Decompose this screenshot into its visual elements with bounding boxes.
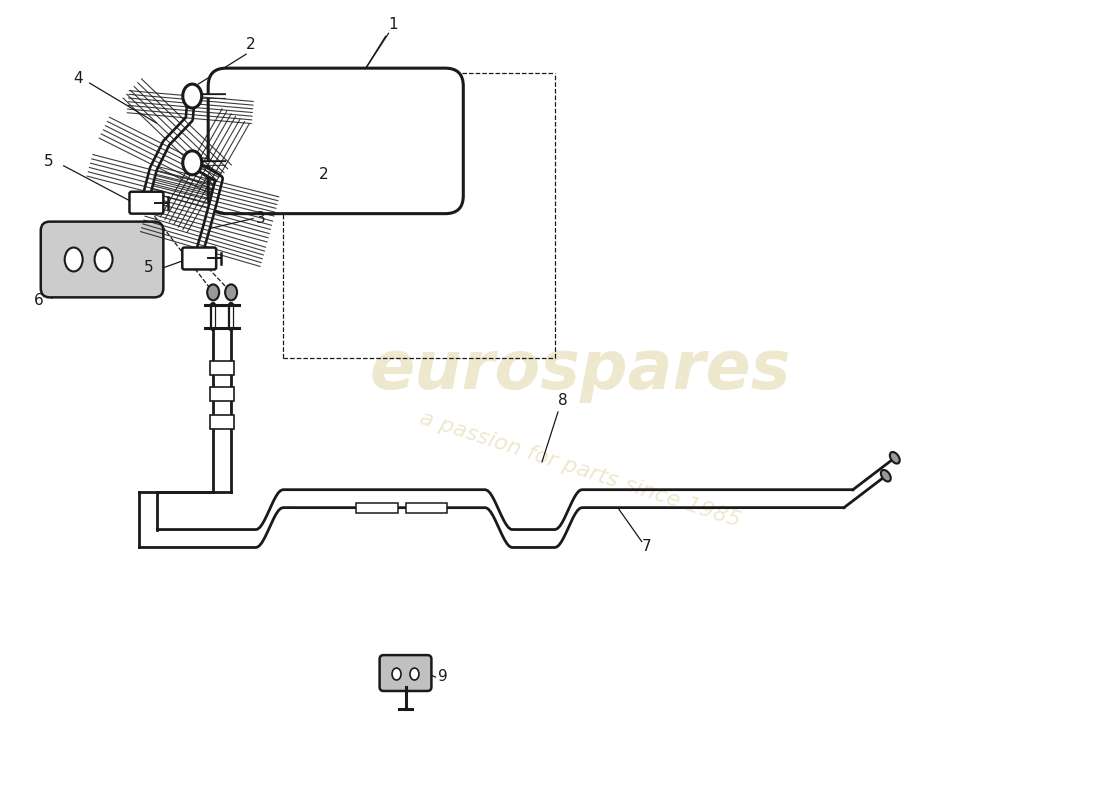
- Ellipse shape: [207, 285, 219, 300]
- Ellipse shape: [183, 151, 201, 174]
- Ellipse shape: [95, 247, 112, 271]
- Text: 2: 2: [319, 166, 329, 182]
- Text: 5: 5: [143, 261, 153, 275]
- Bar: [355, 502, 397, 513]
- Ellipse shape: [185, 87, 198, 105]
- FancyBboxPatch shape: [379, 655, 431, 691]
- Ellipse shape: [226, 285, 238, 300]
- Ellipse shape: [185, 154, 198, 172]
- Ellipse shape: [65, 247, 82, 271]
- Text: a passion for parts since 1985: a passion for parts since 1985: [417, 408, 742, 531]
- Text: 2: 2: [246, 38, 255, 52]
- FancyBboxPatch shape: [41, 222, 163, 298]
- Ellipse shape: [881, 470, 891, 482]
- Text: 4: 4: [74, 71, 84, 86]
- Bar: [406, 502, 448, 513]
- Ellipse shape: [183, 84, 201, 108]
- Text: 6: 6: [34, 294, 44, 308]
- Text: 5: 5: [44, 154, 54, 169]
- Ellipse shape: [890, 452, 900, 463]
- Text: 7: 7: [641, 539, 651, 554]
- Bar: [210, 387, 234, 401]
- Ellipse shape: [410, 668, 419, 680]
- FancyBboxPatch shape: [130, 192, 163, 214]
- Text: 8: 8: [558, 393, 568, 408]
- FancyBboxPatch shape: [208, 68, 463, 214]
- FancyBboxPatch shape: [183, 247, 217, 270]
- Ellipse shape: [392, 668, 402, 680]
- Text: 1: 1: [388, 18, 398, 32]
- Text: 9: 9: [439, 669, 448, 684]
- Text: eurospares: eurospares: [370, 337, 791, 403]
- Bar: [210, 415, 234, 429]
- Text: 3: 3: [256, 210, 266, 226]
- Bar: [210, 361, 234, 375]
